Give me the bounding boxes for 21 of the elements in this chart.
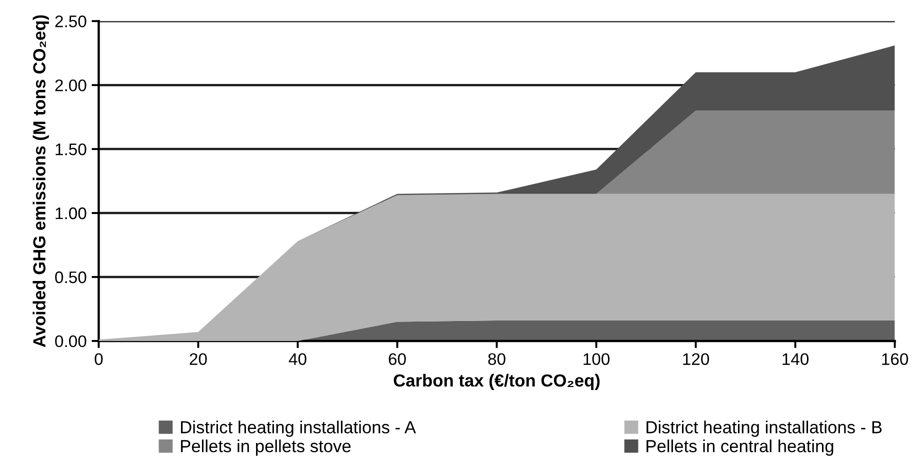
x-tick-label: 0: [94, 353, 103, 366]
y-axis-title: Avoided GHG emissions (M tons CO₂eq): [32, 15, 49, 348]
y-tick-label: 2.00: [55, 79, 86, 92]
y-tick-label: 1.00: [56, 207, 86, 220]
x-tick-label: 40: [288, 353, 306, 366]
x-tick-label: 20: [190, 353, 207, 366]
y-tick-label: 0.50: [55, 271, 86, 284]
y-tick-label: 2.50: [55, 16, 86, 28]
x-tick-label: 80: [488, 353, 506, 366]
x-tick-label: 160: [882, 353, 908, 366]
y-tick-label: 1.50: [56, 143, 86, 156]
legend-label: District heating installations - B: [646, 420, 882, 437]
legend-label: Pellets in pellets stove: [181, 440, 351, 456]
x-tick-label: 140: [782, 353, 809, 366]
legend-label: Pellets in central heating: [646, 440, 834, 456]
y-tick-label: 0.00: [55, 335, 86, 348]
x-tick-label: 100: [584, 353, 610, 366]
x-tick-label: 60: [388, 353, 406, 366]
x-tick-label: 120: [683, 353, 710, 366]
x-axis-title: Carbon tax (€/ton CO₂eq): [394, 374, 600, 390]
legend-label: District heating installations - A: [181, 420, 416, 437]
